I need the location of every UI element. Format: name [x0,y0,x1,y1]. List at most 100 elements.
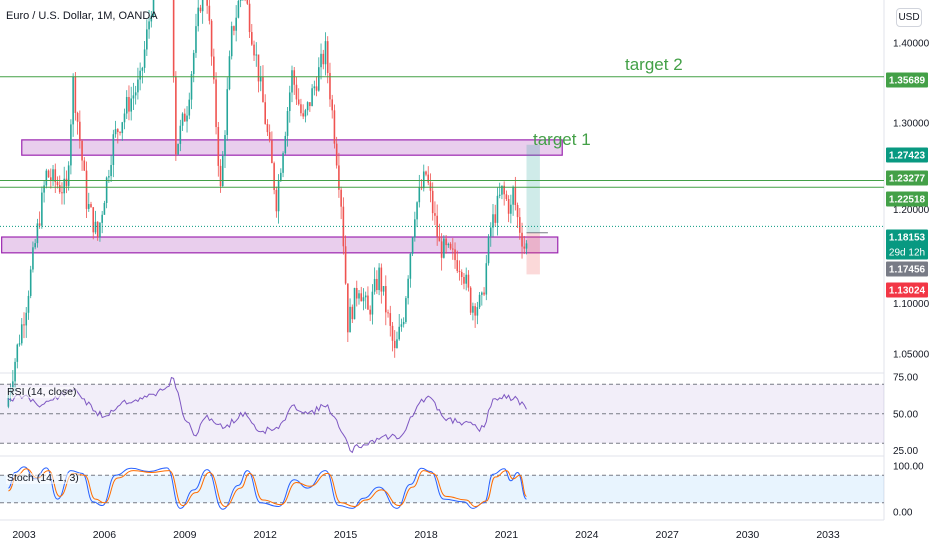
candle [291,65,293,103]
candle [333,104,336,149]
candle-body [239,0,242,1]
candle [458,260,461,281]
candle-body [58,185,61,193]
candle-body [92,207,95,233]
candle [501,185,503,200]
candle-body [481,292,483,295]
candle-body [81,140,83,161]
candle-body [275,190,278,212]
candle [387,309,389,318]
candle-body [335,143,338,166]
candle-body [172,0,175,77]
candle [125,90,128,120]
candle [396,331,398,349]
price-badge-1.18153: 1.18153 29d 12h [886,229,928,260]
rsi-legend[interactable]: RSI (14, close) [6,386,78,398]
candle-body [364,295,367,298]
candle [79,110,81,149]
stop-zone [526,232,540,275]
rsi-line [8,376,527,454]
candle-body [351,306,354,320]
candle-body [445,238,447,246]
candle-body [128,96,130,112]
candle [467,270,470,292]
candle [233,25,235,36]
candle [445,234,447,254]
candle [416,201,418,228]
candle [277,174,280,224]
candle-body [146,29,148,50]
symbol-title[interactable]: Euro / U.S. Dollar, 1M, OANDA [6,10,158,22]
time-tick-label: 2030 [736,529,760,541]
candle-body [333,110,336,144]
time-tick-label: 2015 [334,529,358,541]
candle [452,238,454,260]
candle-body [148,21,150,30]
candle [449,242,452,251]
candle-body [197,7,199,27]
candle [213,48,215,84]
candle [87,192,90,212]
candle-body [382,286,385,292]
candle-body [449,243,452,249]
candle [380,263,383,304]
candle-body [311,88,313,107]
candle [67,161,70,191]
candle-body [494,214,497,223]
candle [306,101,309,116]
candle [172,0,175,83]
candle-body [110,164,112,177]
candle [322,49,325,70]
stoch-tick-label: 100.00 [893,462,924,473]
candle-body [253,44,255,56]
candle-body [123,113,126,123]
candle-body [378,267,380,291]
candle [503,181,505,206]
price-tick-label: 1.05000 [893,350,930,361]
candle [195,13,197,58]
candle [76,111,79,135]
candle [331,94,333,119]
candle [382,286,385,296]
candle [349,298,351,333]
candle [284,131,287,155]
candle [119,131,121,136]
stoch-d-line [8,468,527,507]
candle-body [219,165,222,187]
candle [228,50,231,91]
candle [481,291,483,306]
candle [123,108,126,130]
candle [96,221,99,241]
candle [347,283,349,343]
candle-body [277,180,280,212]
candle [208,0,211,25]
candle-body [257,54,260,82]
candle [54,163,57,194]
candle [92,206,95,240]
candle [181,112,184,131]
candle-body [338,165,340,190]
candle-body [288,92,291,112]
candle-body [514,187,517,206]
stoch-legend[interactable]: Stoch (14, 1, 3) [6,472,80,484]
candle [376,270,378,294]
candle [141,66,144,84]
candle [514,176,517,211]
currency-button[interactable]: USD [896,8,922,27]
candle-body [137,79,139,93]
price-badge-1.13024: 1.13024 [886,282,928,298]
candle [483,287,485,297]
candle [311,84,313,107]
candle-body [18,343,21,345]
candle [338,152,340,198]
candle [117,128,119,144]
candle [253,40,255,62]
candle-body [72,76,74,125]
price-badge-1.13024-bg [886,282,928,298]
candle [494,204,497,227]
candle [507,195,510,223]
candle [427,166,430,186]
candle [275,186,278,218]
